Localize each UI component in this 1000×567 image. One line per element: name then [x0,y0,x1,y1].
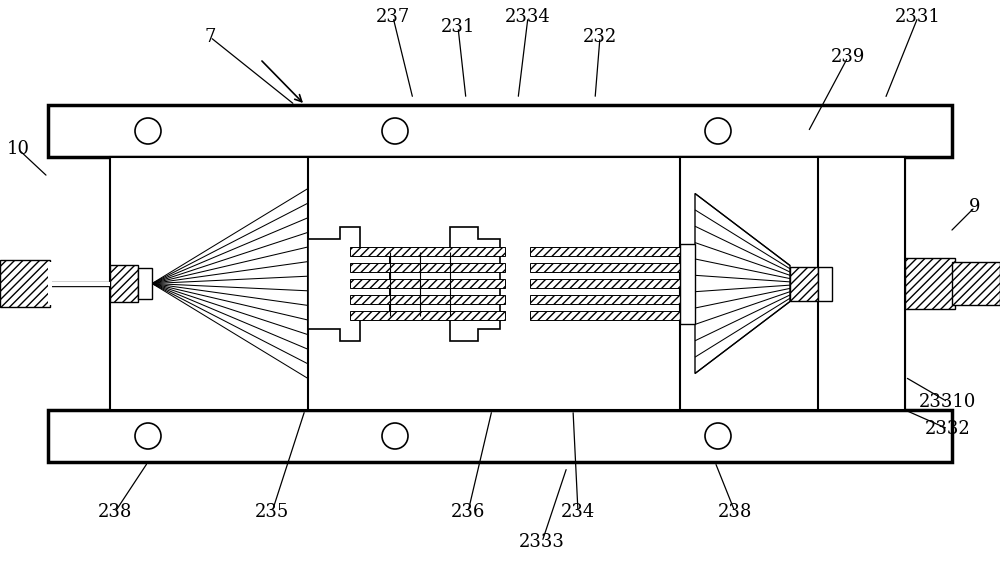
Text: 236: 236 [451,503,485,521]
Bar [138,268,152,299]
Text: 232: 232 [583,28,617,46]
Bar [530,279,680,288]
Text: 9: 9 [969,198,981,216]
Bar [350,247,505,256]
Bar [110,265,138,302]
Bar [818,157,905,410]
Text: 238: 238 [98,503,132,521]
Bar [905,258,955,309]
Polygon shape [390,226,500,341]
Bar [350,311,505,320]
Bar [530,295,680,304]
Bar [680,243,695,324]
Bar [530,247,680,256]
Bar [818,266,832,301]
Bar [0,260,50,307]
Bar [350,295,505,304]
Text: 10: 10 [7,140,30,158]
Text: 237: 237 [376,8,410,26]
Text: 235: 235 [255,503,289,521]
Text: 7: 7 [204,28,216,46]
Bar [350,263,505,272]
Polygon shape [308,226,390,341]
Text: 2334: 2334 [505,8,551,26]
Text: 231: 231 [441,18,475,36]
Bar [350,279,505,288]
Polygon shape [695,193,790,374]
Bar [790,266,818,301]
Bar [48,105,952,157]
Bar [110,157,905,410]
Bar [530,311,680,320]
Text: 2333: 2333 [519,533,565,551]
Text: 234: 234 [561,503,595,521]
Bar [530,263,680,272]
Bar [48,262,52,305]
Bar [952,262,1000,305]
Text: 239: 239 [831,48,865,66]
Text: 238: 238 [718,503,752,521]
Text: 23310: 23310 [919,393,977,411]
Text: 2332: 2332 [925,420,971,438]
Bar [48,410,952,462]
Text: 2331: 2331 [895,8,941,26]
